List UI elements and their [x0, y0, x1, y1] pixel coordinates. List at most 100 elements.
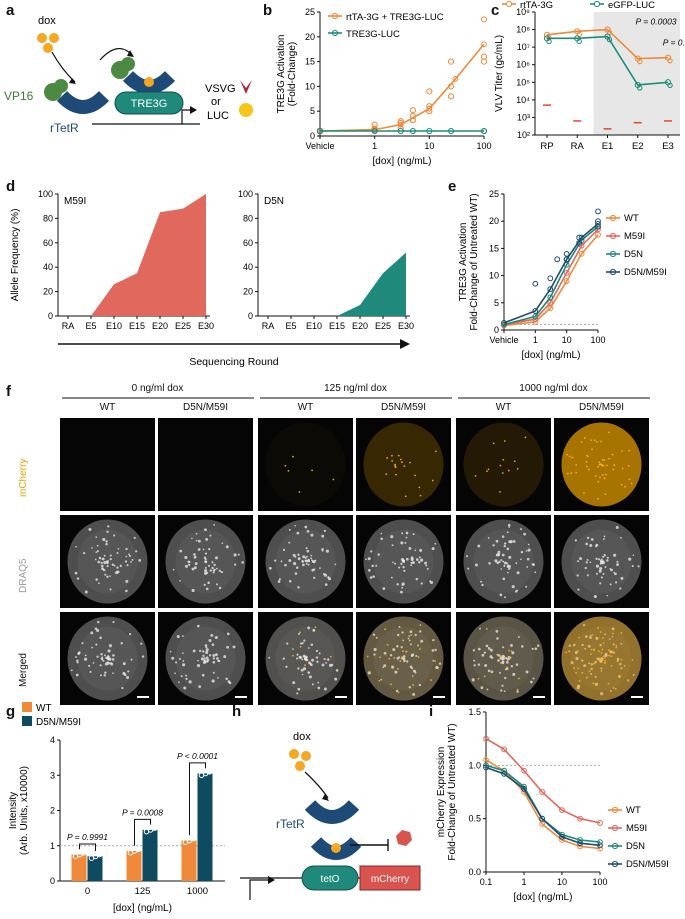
nucleus-dot	[627, 679, 630, 682]
nucleus-dot	[288, 541, 291, 544]
y-tick-label: 20	[43, 287, 53, 297]
data-point	[409, 127, 416, 135]
nucleus-dot	[420, 558, 424, 562]
micrograph-merged-5	[554, 612, 649, 705]
mcherry-dot	[609, 650, 612, 653]
data-point	[532, 313, 539, 320]
nucleus-dot	[611, 635, 614, 638]
data-point	[667, 57, 673, 64]
nucleus-dot	[407, 637, 410, 640]
legend-swatch	[22, 716, 32, 726]
x-tick-label: E3	[662, 141, 674, 152]
nucleus-dot	[411, 675, 414, 677]
nucleus-dot	[306, 555, 308, 558]
y-tick-label: 0.5	[468, 814, 481, 824]
micrograph-merged-3	[356, 612, 451, 705]
nucleus-dot	[106, 560, 110, 564]
nucleus-dot	[512, 672, 516, 676]
mcherry-dot	[598, 461, 601, 464]
nucleus-dot	[403, 559, 406, 562]
nucleus-dot	[502, 655, 506, 658]
nucleus-dot	[603, 538, 605, 540]
nucleus-dot	[418, 683, 422, 687]
nucleus-dot	[604, 554, 606, 557]
nucleus-dot	[472, 649, 476, 652]
y-tick-label: 10	[305, 81, 315, 91]
mcherry-dot	[616, 660, 619, 663]
mcherry-dot	[332, 478, 335, 481]
nucleus-dot	[300, 668, 304, 672]
data-point	[501, 770, 508, 777]
nucleus-dot	[365, 558, 367, 561]
nucleus-dot	[205, 646, 208, 649]
legend-marker	[611, 842, 619, 850]
nucleus-dot	[608, 638, 611, 641]
nucleus-dot	[603, 655, 605, 658]
nucleus-dot	[612, 651, 615, 654]
micrograph-mcherry-0	[60, 418, 155, 511]
p-value-annotation: P = 0.0003	[636, 16, 677, 26]
nucleus-dot	[602, 573, 605, 575]
mcherry-dot	[610, 655, 613, 658]
nucleus-dot	[96, 550, 99, 553]
nucleus-dot	[585, 561, 588, 564]
nucleus-dot	[125, 555, 128, 558]
nucleus-dot	[609, 689, 612, 692]
nucleus-dot	[632, 673, 635, 676]
nucleus-dot	[104, 654, 106, 657]
mcherry-dot	[418, 648, 421, 650]
legend-label: WT	[624, 213, 639, 224]
mcherry-dot	[603, 656, 606, 659]
nucleus-dot	[503, 676, 507, 680]
y-tick-label: 0	[310, 131, 315, 141]
nucleus-dot	[278, 578, 281, 581]
y-axis-label: VLV Titer (gc/mL)	[494, 35, 505, 112]
nucleus-dot	[481, 583, 484, 587]
nucleus-dot	[113, 534, 116, 537]
nucleus-dot	[174, 672, 176, 675]
nucleus-dot	[199, 649, 202, 652]
nucleus-dot	[383, 664, 387, 668]
panel-h-schematic: dox rTetR tetO mCherry	[240, 731, 421, 900]
data-point	[595, 218, 601, 225]
nucleus-dot	[396, 645, 399, 648]
mcherry-dot	[390, 683, 392, 686]
nucleus-dot	[312, 560, 316, 564]
nucleus-dot	[620, 667, 623, 670]
nucleus-dot	[310, 643, 314, 646]
nucleus-dot	[536, 644, 540, 647]
mcherry-dot	[591, 633, 594, 636]
nucleus-dot	[401, 586, 404, 589]
mcherry-dot	[385, 473, 388, 476]
data-point	[547, 299, 554, 306]
mcherry-dot	[329, 655, 332, 658]
mcherry-dot	[391, 460, 394, 462]
nucleus-dot	[489, 655, 493, 659]
nucleus-dot	[502, 660, 505, 663]
micrograph-mcherry-3	[356, 418, 451, 511]
nucleus-dot	[402, 639, 405, 642]
nucleus-dot	[575, 657, 579, 661]
nucleus-dot	[323, 573, 328, 577]
nucleus-dot	[574, 539, 578, 542]
vsvg-icon	[240, 80, 252, 94]
mcherry-signal	[561, 616, 642, 701]
nucleus-dot	[94, 627, 98, 630]
mcherry-dot	[378, 679, 381, 682]
nucleus-dot	[193, 566, 197, 570]
y-tick-label: 20	[305, 32, 315, 42]
y-tick-label: 10⁸	[516, 25, 530, 35]
nucleus-dot	[187, 563, 191, 566]
mcherry-dot	[403, 465, 406, 468]
rtetr-label-h: rTetR	[276, 817, 305, 831]
chart-g: 0 1 2 3 4 0 P = 0.9991 125 P = 0.0008 1000 P < 0.0…	[8, 702, 225, 914]
nucleus-dot	[298, 655, 302, 659]
mcherry-dot	[575, 471, 578, 474]
mcherry-dot	[604, 473, 607, 476]
panel-label-a: a	[6, 2, 15, 19]
x-tick-label: E15	[129, 321, 145, 331]
y-tick-label: 40	[243, 262, 253, 272]
nucleus-dot	[609, 583, 612, 586]
nucleus-dot	[100, 564, 104, 568]
nucleus-dot	[208, 547, 211, 551]
